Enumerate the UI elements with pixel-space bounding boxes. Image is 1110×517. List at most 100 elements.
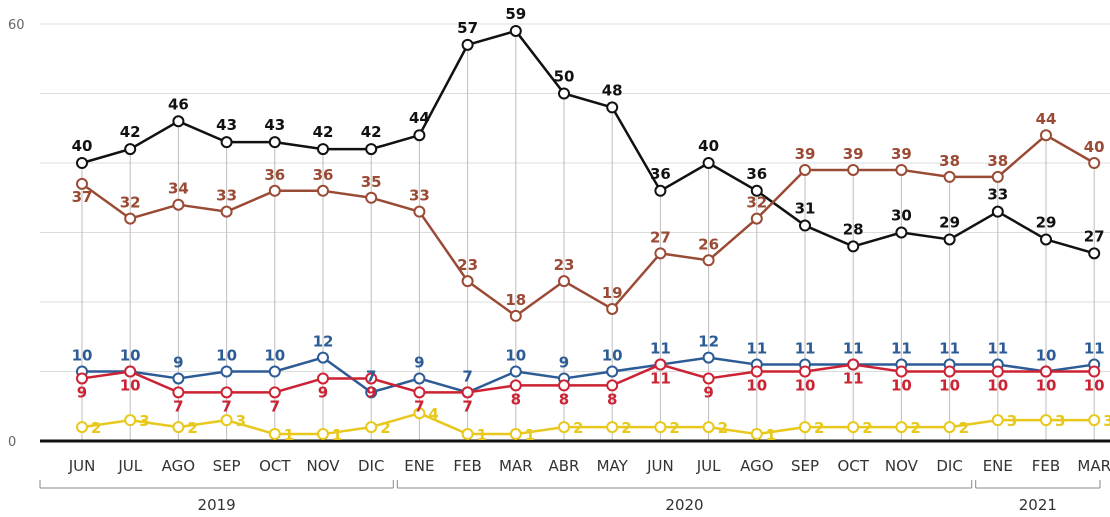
data-label: 39 (795, 145, 816, 163)
data-point (702, 372, 715, 385)
x-tick-label: JUL (117, 457, 142, 475)
data-point (1088, 414, 1101, 427)
data-point (365, 372, 378, 385)
data-label: 10 (264, 347, 285, 365)
x-tick-label: MAR (1077, 457, 1110, 475)
data-label: 8 (607, 390, 617, 408)
data-point (172, 198, 185, 211)
data-label: 36 (746, 165, 767, 183)
data-label: 10 (939, 377, 960, 395)
year-label: 2021 (1019, 496, 1057, 514)
data-label: 33 (987, 186, 1008, 204)
data-label: 59 (505, 5, 526, 23)
data-label: 50 (554, 68, 575, 86)
data-label: 10 (1084, 377, 1105, 395)
data-label: 11 (843, 370, 864, 388)
year-label: 2020 (665, 496, 703, 514)
data-label: 57 (457, 19, 478, 37)
data-label: 11 (939, 340, 960, 358)
data-label: 48 (602, 81, 623, 99)
data-label: 34 (168, 180, 189, 198)
data-label: 12 (698, 333, 719, 351)
data-label: 43 (216, 116, 237, 134)
data-label: 7 (414, 397, 424, 415)
data-label: 11 (746, 340, 767, 358)
data-label: 19 (602, 284, 623, 302)
data-point (702, 157, 715, 169)
data-label: 26 (698, 235, 719, 253)
data-label: 42 (313, 123, 334, 141)
data-point (172, 115, 185, 128)
data-label: 11 (843, 340, 864, 358)
data-label: 10 (120, 347, 141, 365)
data-point (991, 170, 1004, 183)
data-label: 10 (1036, 347, 1057, 365)
data-label: 3 (236, 412, 246, 430)
data-point (895, 226, 908, 239)
data-point (1088, 247, 1101, 260)
data-point (413, 129, 426, 142)
data-label: 2 (621, 419, 631, 437)
data-point (509, 379, 522, 392)
data-label: 10 (795, 377, 816, 395)
data-point (943, 421, 956, 434)
data-label: 27 (1084, 227, 1105, 245)
data-point (317, 351, 329, 364)
data-label: 10 (987, 377, 1008, 395)
data-point (365, 191, 378, 204)
x-tick-label: NOV (885, 457, 919, 475)
data-point (606, 379, 619, 392)
data-point (558, 421, 570, 434)
data-point (1088, 365, 1101, 378)
data-point (895, 421, 908, 434)
x-axis: 0 60 JUN JUL AGO SEP OCT NOV DIC ENE FEB MAR ABR MAY J… (8, 18, 1110, 514)
y-tick-label: 0 (8, 435, 16, 450)
data-point (1040, 414, 1052, 427)
data-point (220, 365, 233, 378)
series-line (81, 363, 1095, 394)
data-point (76, 421, 88, 434)
data-point (509, 428, 522, 441)
data-label: 11 (650, 370, 671, 388)
data-label: 9 (414, 353, 424, 371)
data-label: 44 (1036, 110, 1057, 128)
x-tick-label: ABR (549, 457, 580, 475)
x-tick-label: SEP (791, 457, 819, 475)
data-point (220, 414, 233, 427)
data-point (991, 365, 1004, 378)
data-label: 30 (891, 207, 912, 225)
data-point (76, 157, 88, 169)
data-label: 39 (843, 145, 864, 163)
data-label: 36 (264, 166, 285, 184)
data-point (172, 372, 185, 385)
data-point (558, 87, 570, 100)
data-label: 2 (573, 419, 583, 437)
data-point (847, 421, 860, 434)
data-label: 10 (602, 347, 623, 365)
data-label: 46 (168, 95, 189, 113)
data-point (124, 212, 137, 225)
data-point (317, 428, 329, 441)
data-point (702, 351, 715, 364)
data-label: 36 (313, 166, 334, 184)
data-label: 9 (559, 353, 569, 371)
data-label: 9 (366, 383, 376, 401)
data-label: 38 (987, 152, 1008, 170)
data-label: 12 (313, 333, 334, 351)
data-label: 7 (270, 397, 280, 415)
x-tick-label: MAY (597, 457, 629, 475)
data-label: 3 (1007, 412, 1017, 430)
x-tick-label: AGO (740, 457, 773, 475)
data-label: 7 (221, 397, 231, 415)
data-point (317, 372, 329, 385)
data-point (268, 386, 281, 399)
data-label: 27 (650, 228, 671, 246)
data-point (76, 177, 88, 190)
data-label: 7 (366, 367, 376, 385)
data-label: 40 (1084, 138, 1105, 156)
data-label: 33 (409, 187, 430, 205)
data-point (799, 163, 811, 176)
data-point (172, 421, 185, 434)
data-point (750, 184, 763, 197)
